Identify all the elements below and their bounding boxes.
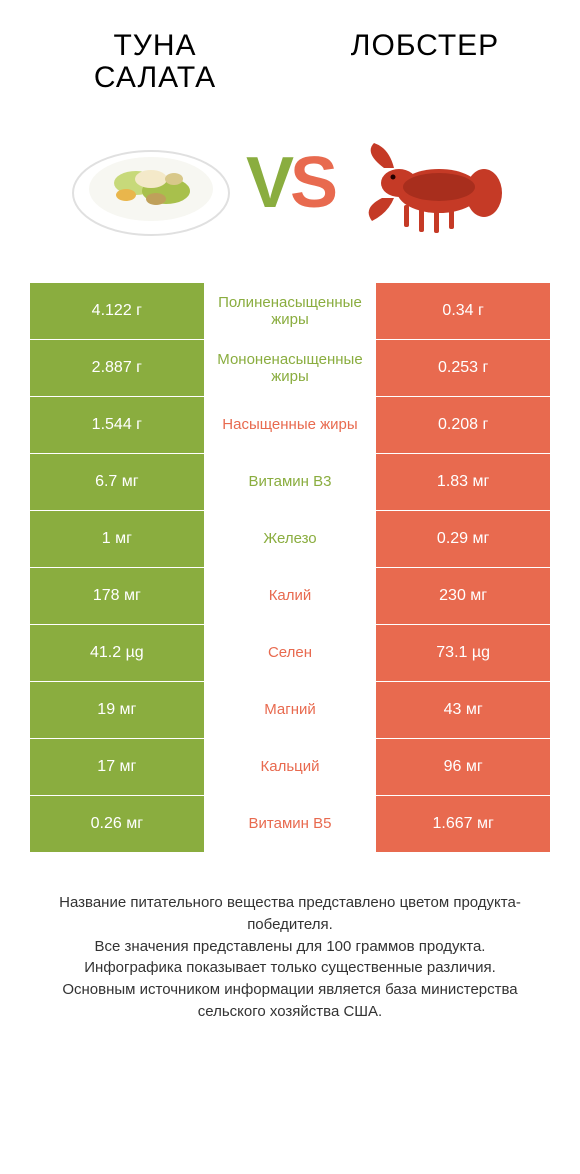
left-value: 6.7 мг [30,454,204,510]
right-value: 43 мг [376,682,550,738]
title-text: салата [94,61,216,94]
table-row: 1 мгЖелезо0.29 мг [30,510,550,567]
vs-v: V [246,143,290,223]
nutrient-name: Насыщенные жиры [204,397,377,453]
left-value: 1.544 г [30,397,204,453]
footer: Название питательного вещества представл… [0,852,580,1023]
table-row: 17 мгКальций96 мг [30,738,550,795]
product-right-title: Лобстер [290,30,560,62]
right-value: 0.34 г [376,283,550,339]
footer-line: Основным источником информации является … [30,979,550,1023]
footer-line: Инфографика показывает только существенн… [30,957,550,979]
nutrient-name: Витамин B3 [204,454,377,510]
title-text: Лобстер [351,30,499,62]
left-value: 17 мг [30,739,204,795]
right-value: 0.29 мг [376,511,550,567]
right-value: 73.1 µg [376,625,550,681]
nutrient-name: Железо [204,511,377,567]
left-value: 4.122 г [30,283,204,339]
table-row: 6.7 мгВитамин B31.83 мг [30,453,550,510]
vs-label: VS [246,142,334,224]
title-text: Туна [113,29,196,62]
left-value: 19 мг [30,682,204,738]
right-value: 0.253 г [376,340,550,396]
table-row: 0.26 мгВитамин B51.667 мг [30,795,550,852]
table-row: 1.544 гНасыщенные жиры0.208 г [30,396,550,453]
right-value: 0.208 г [376,397,550,453]
comparison-table: 4.122 гПолиненасыщенные жиры0.34 г2.887 … [0,283,580,852]
table-row: 4.122 гПолиненасыщенные жиры0.34 г [30,283,550,339]
infographic: Туна салата Лобстер VS [0,0,580,1174]
right-value: 96 мг [376,739,550,795]
table-row: 2.887 гМононенасыщенные жиры0.253 г [30,339,550,396]
right-value: 1.667 мг [376,796,550,852]
left-value: 1 мг [30,511,204,567]
nutrient-name: Кальций [204,739,377,795]
table-row: 178 мгКалий230 мг [30,567,550,624]
nutrient-name: Селен [204,625,377,681]
product-left-title: Туна салата [20,30,290,93]
left-value: 41.2 µg [30,625,204,681]
footer-line: Все значения представлены для 100 граммо… [30,936,550,958]
product-right-image [344,113,514,253]
vs-s: S [290,143,334,223]
right-value: 1.83 мг [376,454,550,510]
table-row: 19 мгМагний43 мг [30,681,550,738]
left-value: 2.887 г [30,340,204,396]
header: Туна салата Лобстер [0,0,580,103]
left-value: 0.26 мг [30,796,204,852]
nutrient-name: Витамин B5 [204,796,377,852]
nutrient-name: Полиненасыщенные жиры [204,283,377,339]
hero: VS [0,103,580,283]
left-value: 178 мг [30,568,204,624]
footer-line: Название питательного вещества представл… [30,892,550,936]
right-value: 230 мг [376,568,550,624]
nutrient-name: Калий [204,568,377,624]
table-row: 41.2 µgСелен73.1 µg [30,624,550,681]
product-left-image [66,113,236,253]
nutrient-name: Магний [204,682,377,738]
nutrient-name: Мононенасыщенные жиры [204,340,377,396]
